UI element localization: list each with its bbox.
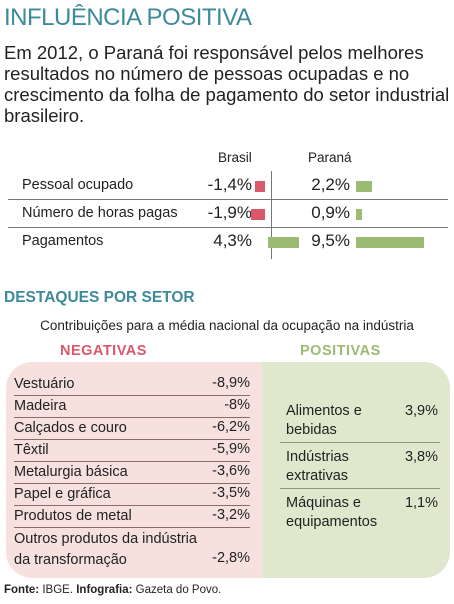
negative-row: Outros produtos da indústria da transform…	[14, 528, 250, 572]
data-label: -1,4%	[207, 175, 252, 194]
positive-row-label-line: equipamentos	[286, 514, 378, 530]
negative-row-label-line: Têxtil	[14, 442, 49, 458]
negative-row-value: -2,8%	[212, 550, 250, 566]
positive-row-label-line: bebidas	[286, 422, 337, 438]
column-divider	[271, 171, 272, 259]
data-label: 4,3%	[213, 231, 252, 250]
data-label: 0,9%	[311, 203, 350, 222]
negative-row-label-line: da transformação	[14, 552, 127, 568]
positive-row: Indústrias extrativas 3,8%	[286, 448, 438, 488]
positive-row-label-line: extrativas	[286, 468, 349, 484]
page-title: INFLUÊNCIA POSITIVA	[4, 4, 252, 31]
section-subtitle: Contribuições para a média nacional da o…	[40, 318, 414, 333]
data-label: 9,5%	[311, 231, 350, 250]
negative-row-label: Metalurgia básica	[14, 463, 128, 482]
row-divider	[8, 199, 448, 200]
positive-row-label: Máquinas e equipamentos	[286, 494, 377, 532]
positive-row-label-line: Máquinas e	[286, 495, 361, 511]
positive-row-label: Indústrias extrativas	[286, 448, 349, 486]
negative-row-value: -5,9%	[212, 441, 250, 457]
positive-row-label-line: Indústrias	[286, 449, 349, 465]
positive-row: Máquinas e equipamentos 1,1%	[286, 494, 438, 534]
positive-row-divider	[280, 442, 440, 443]
positive-panel	[262, 362, 450, 578]
source-note: Fonte: IBGE. Infografia: Gazeta do Povo.	[4, 584, 221, 596]
negative-row: Calçados e couro -6,2%	[14, 418, 250, 440]
row-label: Pessoal ocupado	[22, 177, 134, 193]
positive-row-divider	[280, 488, 440, 489]
positive-row-value: 3,9%	[404, 403, 438, 419]
bar-brasil-2	[268, 237, 299, 248]
credit-text: Gazeta do Povo.	[132, 584, 222, 596]
negative-heading: NEGATIVAS	[60, 343, 147, 359]
row-label: Pagamentos	[22, 233, 104, 249]
negative-row-label-line: Outros produtos da indústria	[14, 531, 197, 547]
negative-row-label: Produtos de metal	[14, 507, 132, 526]
bar-brasil-1	[251, 209, 265, 220]
row-divider	[8, 227, 448, 228]
positive-row-label-line: Alimentos e	[286, 403, 362, 419]
positive-row-value: 3,8%	[404, 449, 438, 465]
column-header-parana: Paraná	[308, 150, 352, 165]
intro-text: Em 2012, o Paraná foi responsável pelos …	[4, 42, 450, 126]
data-label: 2,2%	[311, 175, 350, 194]
negative-row-label: Madeira	[14, 397, 66, 416]
negative-row: Têxtil -5,9%	[14, 440, 250, 462]
negative-row-label: Calçados e couro	[14, 419, 127, 438]
negative-row: Madeira -8%	[14, 396, 250, 418]
negative-row-value: -3,5%	[212, 485, 250, 501]
column-header-brasil: Brasil	[218, 150, 252, 165]
credit-label: Infografia:	[76, 584, 133, 596]
source-label: Fonte:	[4, 584, 40, 596]
negative-row-label-line: Produtos de metal	[14, 508, 132, 524]
negative-row: Papel e gráfica -3,5%	[14, 484, 250, 506]
section-title: DESTAQUES POR SETOR	[4, 289, 195, 306]
negative-row-value: -3,2%	[212, 507, 250, 523]
negative-row: Produtos de metal -3,2%	[14, 506, 250, 528]
negative-row-value: -8%	[224, 397, 250, 413]
positive-row: Alimentos e bebidas 3,9%	[286, 402, 438, 442]
negative-row-value: -8,9%	[212, 375, 250, 391]
negative-panel	[6, 362, 262, 578]
bar-parana-0	[356, 181, 372, 192]
negative-row-label-line: Vestuário	[14, 376, 75, 392]
source-text: IBGE.	[39, 584, 77, 596]
row-label: Número de horas pagas	[22, 205, 178, 221]
positive-row-label: Alimentos e bebidas	[286, 402, 362, 440]
negative-row-label-line: Papel e gráfica	[14, 486, 111, 502]
negative-row-label: Vestuário	[14, 375, 74, 394]
negative-row-value: -3,6%	[212, 463, 250, 479]
negative-row-label: Outros produtos da indústria da transform…	[14, 529, 197, 571]
negative-row-label-line: Metalurgia básica	[14, 464, 128, 480]
bar-parana-1	[356, 209, 363, 220]
bar-parana-2	[356, 237, 425, 248]
negative-row: Metalurgia básica -3,6%	[14, 462, 250, 484]
positive-row-value: 1,1%	[404, 495, 438, 511]
negative-row-label-line: Madeira	[14, 398, 67, 414]
negative-row-label: Papel e gráfica	[14, 485, 111, 504]
negative-row: Vestuário -8,9%	[14, 374, 250, 396]
negative-row-value: -6,2%	[212, 419, 250, 435]
bar-brasil-0	[254, 181, 265, 192]
positive-heading: POSITIVAS	[300, 343, 381, 359]
negative-row-label: Têxtil	[14, 441, 49, 460]
data-label: -1,9%	[207, 203, 252, 222]
negative-row-label-line: Calçados e couro	[14, 420, 127, 436]
